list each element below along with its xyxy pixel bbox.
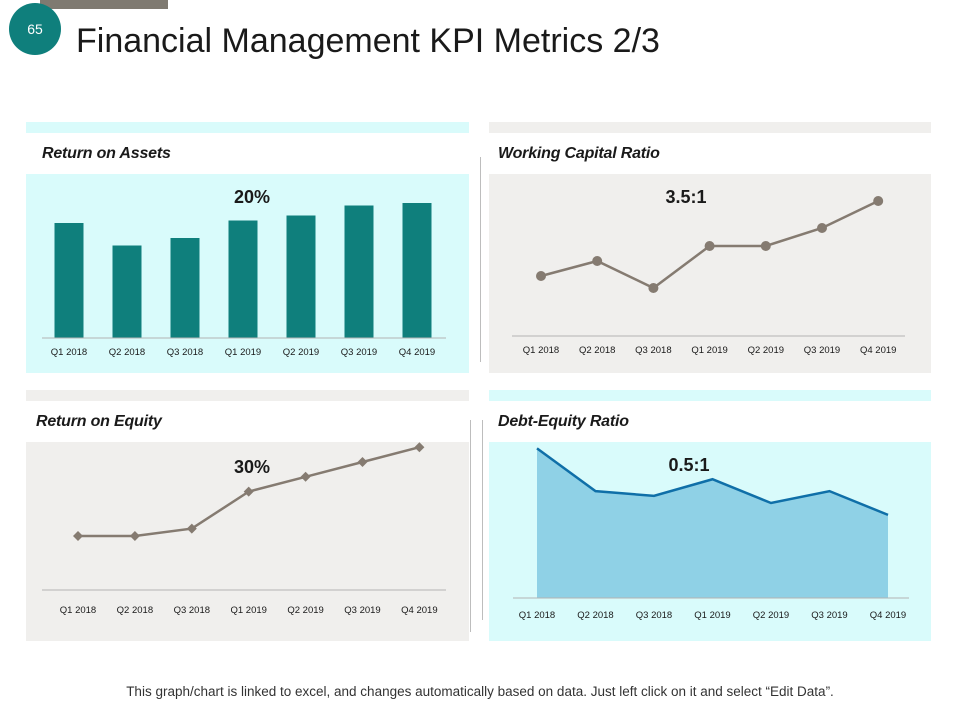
- kpi-value-return-on-equity: 30%: [233, 457, 271, 477]
- x-tick-label: Q1 2018: [60, 605, 96, 616]
- chart-area-return-on-equity[interactable]: 30% Q1 2018 Q2 2018 Q3 2018 Q1 2019 Q2 2019 Q…: [26, 442, 469, 641]
- x-tick-label: Q3 2018: [635, 345, 671, 356]
- data-point-5: [760, 241, 771, 251]
- bar-6: [344, 205, 374, 338]
- x-tick-label: Q2 2018: [109, 347, 145, 358]
- x-tick-label: Q1 2018: [523, 345, 559, 356]
- data-point-7: [873, 196, 884, 206]
- panel-title-return-on-assets: Return on Assets: [42, 145, 171, 162]
- x-tick-label: Q1 2018: [519, 610, 555, 621]
- x-tick-label: Q1 2019: [225, 347, 261, 358]
- data-point-1: [536, 271, 546, 281]
- data-point-4: [243, 486, 254, 497]
- x-tick-label: Q3 2018: [174, 605, 210, 616]
- chart-area-working-capital-ratio[interactable]: 3.5:1 Q1 2018 Q2 2018 Q3 2018 Q1 2019 Q2 201…: [489, 174, 931, 373]
- chart-working-capital-ratio: Q1 2018 Q2 2018 Q3 2018 Q1 2019 Q2 2019 Q3 20…: [512, 196, 905, 356]
- x-tick-label: Q2 2018: [577, 610, 613, 621]
- x-tick-label: Q2 2018: [117, 605, 153, 616]
- x-tick-label: Q3 2019: [344, 605, 380, 616]
- series-area: [537, 448, 888, 598]
- page-number: 65: [27, 21, 43, 37]
- bar-7: [402, 203, 432, 338]
- chart-return-on-equity: Q1 2018 Q2 2018 Q3 2018 Q1 2019 Q2 2019 Q3 20…: [42, 442, 446, 616]
- x-tick-label: Q2 2019: [753, 610, 789, 621]
- bar-2: [112, 245, 142, 338]
- x-tick-label: Q4 2019: [870, 610, 906, 621]
- x-tick-label: Q1 2019: [694, 610, 730, 621]
- panel-header-strip: [489, 390, 931, 401]
- vertical-divider: [482, 420, 483, 620]
- x-tick-label: Q2 2019: [748, 345, 784, 356]
- vertical-divider: [480, 157, 481, 362]
- kpi-value-working-capital-ratio: 3.5:1: [665, 187, 707, 207]
- page-number-badge: 65: [9, 3, 61, 55]
- chart-return-on-assets: Q1 2018 Q2 2018 Q3 2018 Q1 2019 Q2 2019 Q3 20…: [42, 203, 446, 358]
- data-point-6: [357, 457, 368, 467]
- x-tick-label: Q3 2018: [167, 347, 203, 358]
- kpi-value-debt-equity-ratio: 0.5:1: [668, 455, 710, 475]
- x-tick-label: Q1 2018: [51, 347, 87, 358]
- x-tick-label: Q4 2019: [399, 347, 435, 358]
- data-point-3: [648, 283, 659, 293]
- x-tick-label: Q3 2019: [811, 610, 847, 621]
- bar-4: [228, 220, 258, 338]
- data-point-4: [704, 241, 715, 251]
- x-tick-label: Q1 2019: [691, 345, 727, 356]
- chart-debt-equity-ratio: Q1 2018 Q2 2018 Q3 2018 Q1 2019 Q2 2019 Q3 20…: [513, 447, 909, 621]
- vertical-divider: [470, 420, 471, 632]
- footnote: This graph/chart is linked to excel, and…: [126, 684, 834, 699]
- x-tick-label: Q3 2018: [636, 610, 672, 621]
- data-point-2: [129, 531, 140, 541]
- kpi-value-return-on-assets: 20%: [233, 187, 271, 207]
- x-tick-label: Q2 2018: [579, 345, 615, 356]
- chart-area-return-on-assets[interactable]: 20% Q1 2018 Q2 2018 Q3 2018 Q1 2019 Q2 2019 Q…: [26, 174, 469, 373]
- x-tick-label: Q3 2019: [804, 345, 840, 356]
- chart-area-debt-equity-ratio[interactable]: 0.5:1 Q1 2018 Q2 2018 Q3 2018 Q1 2019 Q2 201…: [489, 442, 931, 641]
- panel-header-strip: [489, 122, 931, 133]
- data-point-3: [186, 523, 197, 534]
- x-tick-label: Q4 2019: [401, 605, 437, 616]
- x-tick-label: Q4 2019: [860, 345, 896, 356]
- bar-3: [170, 238, 200, 338]
- panel-title-debt-equity-ratio: Debt-Equity Ratio: [498, 413, 629, 430]
- x-tick-label: Q1 2019: [230, 605, 266, 616]
- x-tick-label: Q2 2019: [287, 605, 323, 616]
- page-title: Financial Management KPI Metrics 2/3: [76, 22, 660, 60]
- data-point-2: [592, 256, 603, 266]
- x-tick-label: Q3 2019: [341, 347, 377, 358]
- bar-1: [54, 223, 84, 338]
- data-point-5: [300, 471, 311, 482]
- panel-header-strip: [26, 390, 469, 401]
- data-point-1: [73, 531, 83, 541]
- x-tick-label: Q2 2019: [283, 347, 319, 358]
- panel-title-working-capital-ratio: Working Capital Ratio: [498, 145, 660, 162]
- top-accent-bar: [40, 0, 168, 9]
- data-point-7: [414, 442, 425, 453]
- bar-5: [286, 215, 316, 338]
- panel-header-strip: [26, 122, 469, 133]
- data-point-6: [817, 223, 827, 233]
- panel-title-return-on-equity: Return on Equity: [36, 413, 162, 430]
